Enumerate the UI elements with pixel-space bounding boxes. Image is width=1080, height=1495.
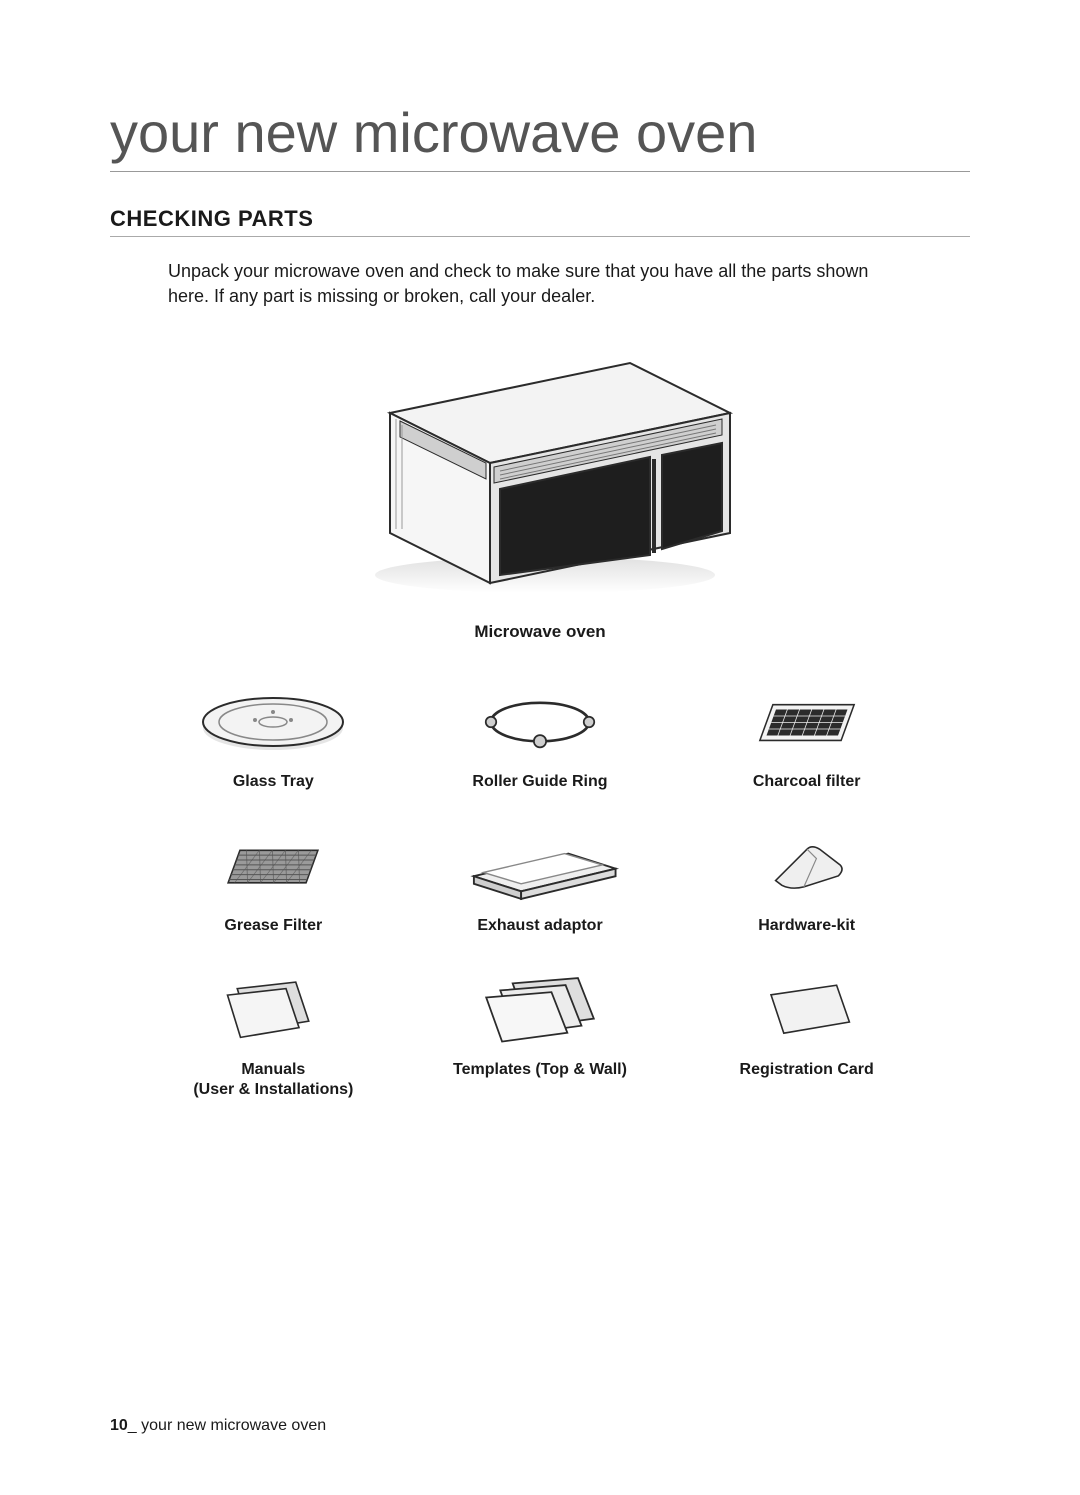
exhaust-adaptor-icon xyxy=(417,826,664,906)
part-roller-ring: Roller Guide Ring xyxy=(417,682,664,792)
roller-ring-icon xyxy=(417,682,664,762)
part-label: Grease Filter xyxy=(150,916,397,936)
grease-filter-icon xyxy=(150,826,397,906)
part-label: Hardware-kit xyxy=(683,916,930,936)
part-exhaust-adaptor: Exhaust adaptor xyxy=(417,826,664,936)
part-manuals: Manuals(User & Installations) xyxy=(150,970,397,1100)
charcoal-filter-icon xyxy=(683,682,930,762)
manuals-icon xyxy=(150,970,397,1050)
hardware-kit-icon xyxy=(683,826,930,906)
part-templates: Templates (Top & Wall) xyxy=(417,970,664,1100)
templates-icon xyxy=(417,970,664,1050)
footer-separator: _ xyxy=(128,1417,141,1434)
part-hardware-kit: Hardware-kit xyxy=(683,826,930,936)
page-title: your new microwave oven xyxy=(110,100,970,172)
part-label: Exhaust adaptor xyxy=(417,916,664,936)
glass-tray-icon xyxy=(150,682,397,762)
microwave-icon xyxy=(330,343,750,603)
body-text: Unpack your microwave oven and check to … xyxy=(168,259,908,309)
registration-card-icon xyxy=(683,970,930,1050)
part-charcoal-filter: Charcoal filter xyxy=(683,682,930,792)
page-footer: 10_ your new microwave oven xyxy=(110,1417,326,1435)
microwave-label: Microwave oven xyxy=(110,622,970,642)
part-grease-filter: Grease Filter xyxy=(150,826,397,936)
part-registration-card: Registration Card xyxy=(683,970,930,1100)
manual-page: your new microwave oven CHECKING PARTS U… xyxy=(0,0,1080,1495)
footer-text: your new microwave oven xyxy=(141,1417,326,1434)
page-number: 10 xyxy=(110,1417,128,1434)
part-glass-tray: Glass Tray xyxy=(150,682,397,792)
part-label: Manuals(User & Installations) xyxy=(150,1060,397,1100)
part-label: Roller Guide Ring xyxy=(417,772,664,792)
part-label: Templates (Top & Wall) xyxy=(417,1060,664,1080)
parts-grid: Glass Tray Roller Guide Ring xyxy=(110,682,970,1100)
microwave-figure xyxy=(110,343,970,608)
part-label: Registration Card xyxy=(683,1060,930,1080)
part-label: Glass Tray xyxy=(150,772,397,792)
part-label: Charcoal filter xyxy=(683,772,930,792)
section-heading: CHECKING PARTS xyxy=(110,206,970,237)
